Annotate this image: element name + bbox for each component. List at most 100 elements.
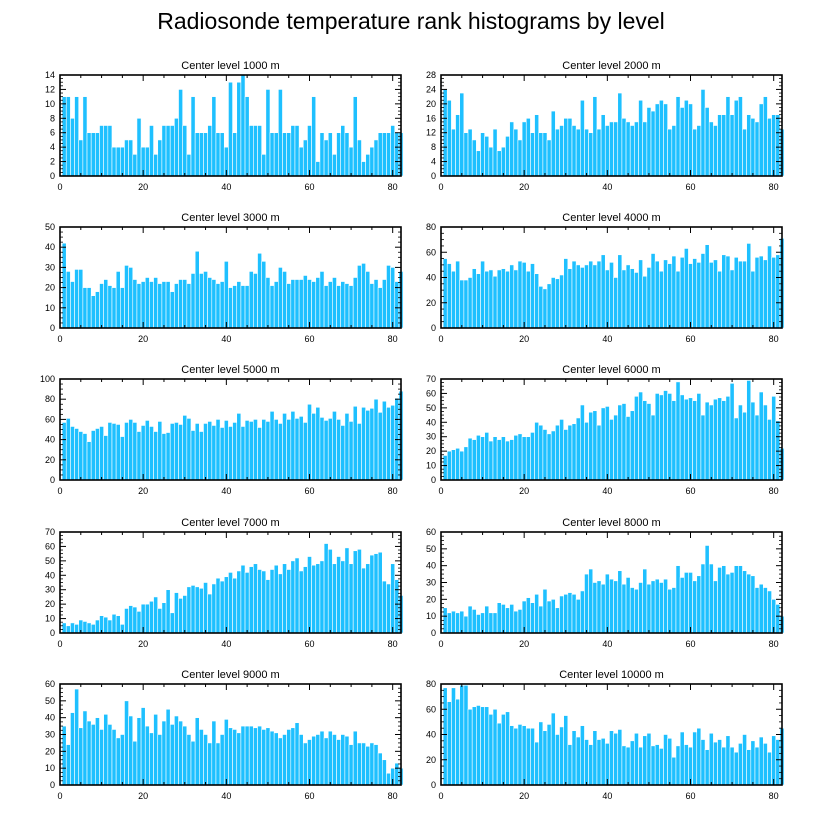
panel-9-bar-13 [492, 708, 498, 786]
panel-4-bar-24 [157, 421, 163, 481]
panel-2-bar-7 [86, 287, 92, 329]
panel-7-bar-10 [480, 612, 485, 634]
panel-5-bar-24 [538, 424, 544, 481]
panel-3-bar-39 [600, 254, 606, 329]
panel-2-bar-47 [253, 273, 258, 329]
panel-7-bar-27 [550, 599, 556, 634]
panel-1-bar-48 [638, 99, 643, 177]
panel-1-bar-76 [754, 121, 760, 177]
panel-1-bar-33 [575, 128, 581, 177]
panel-2-ytick-label: 30 [45, 262, 55, 272]
panel-2-ytick-label: 40 [45, 242, 55, 252]
panel-9-bar-65 [708, 732, 714, 786]
panel-1-bar-23 [534, 114, 540, 177]
panel-9-xtick-label: 20 [519, 791, 529, 801]
panel-3-bar-30 [563, 258, 569, 329]
panel-2-bar-71 [352, 277, 358, 329]
panel-8-bar-50 [265, 727, 271, 786]
panel-2-bar-57 [294, 279, 300, 329]
panel-3-bar-58 [679, 256, 685, 329]
panel-4-bar-12 [107, 422, 113, 481]
panel-5-bar-62 [696, 393, 702, 481]
panel-7-bar-55 [667, 588, 673, 634]
panel-1-title: Center level 2000 m [562, 60, 660, 72]
panel-0-bar-9 [95, 132, 100, 177]
panel-1-bar-30 [563, 117, 569, 177]
panel-0-bar-72 [357, 139, 362, 177]
panel-0-ytick-label: 12 [45, 84, 55, 94]
panel-3-bar-46 [629, 268, 635, 329]
panel-2-bar-34 [199, 273, 204, 329]
panel-3-bar-42 [613, 277, 619, 329]
panel-4-bar-1 [61, 422, 67, 481]
panel-5-bar-51 [650, 414, 656, 481]
panel-1-ytick-label: 12 [426, 128, 436, 138]
panel-8-bar-52 [273, 732, 279, 786]
panel-4-bar-75 [369, 407, 375, 481]
panel-0-bar-34 [199, 132, 204, 177]
panel-8-bar-61 [311, 735, 317, 786]
panel-9-bar-36 [588, 744, 594, 786]
panel-5-bar-44 [621, 403, 627, 481]
panel-5-bar-57 [675, 381, 681, 481]
panel-4-bar-27 [169, 423, 175, 481]
panel-6-xtick-label: 80 [388, 639, 398, 649]
panel-1-ytick-label: 24 [426, 84, 436, 94]
panel-8-bar-37 [211, 720, 217, 786]
panel-4-bar-29 [178, 424, 183, 481]
panel-7-ytick-label: 0 [431, 628, 436, 638]
panel-3-bar-29 [559, 274, 564, 329]
panel-1-bar-69 [725, 96, 731, 177]
panel-4-xtick-label: 40 [221, 486, 231, 496]
panel-3-ytick-label: 60 [426, 247, 436, 257]
panel-0-ytick-label: 2 [50, 157, 55, 167]
panel-3-bar-13 [492, 275, 498, 329]
panel-8-bar-29 [178, 720, 183, 786]
panel-8-bar-40 [223, 719, 229, 786]
panel-4-ytick-label: 20 [45, 455, 55, 465]
panel-8-bar-34 [199, 729, 204, 786]
panel-6-bar-3 [70, 622, 75, 634]
panel-8-xtick-label: 80 [388, 791, 398, 801]
panel-8-bar-25 [161, 720, 167, 786]
panel-3-bar-32 [571, 260, 577, 329]
panel-8-bar-59 [302, 742, 308, 786]
panel-2-bar-67 [336, 285, 342, 329]
panel-6-bar-35 [203, 582, 208, 634]
panel-3-bar-10 [480, 260, 485, 329]
panel-9-bar-4 [455, 698, 461, 786]
panel-0-bar-27 [169, 125, 175, 177]
panel-1-bar-40 [604, 125, 610, 177]
panel-9-bar-71 [733, 751, 739, 786]
panel-0-bar-67 [336, 132, 342, 177]
panel-9-bar-56 [671, 756, 677, 786]
panel-8-bar-10 [99, 729, 104, 786]
panel-0-bar-43 [236, 81, 242, 177]
panel-1-bar-5 [459, 92, 465, 177]
panel-2-bar-42 [232, 285, 238, 329]
panel-4-bar-59 [302, 422, 308, 481]
panel-4-bar-18 [132, 422, 138, 481]
panel-9-bar-48 [638, 746, 643, 786]
panel-6-bar-52 [273, 564, 279, 634]
panel-3-bar-59 [683, 248, 689, 329]
panel-2-bar-59 [302, 275, 308, 329]
panel-2-bar-8 [90, 295, 96, 329]
panel-9-bar-39 [600, 737, 606, 786]
panel-1-xtick-label: 40 [602, 182, 612, 192]
panel-4-bar-26 [165, 432, 171, 481]
panel-4-bar-80 [390, 404, 396, 481]
panel-8-ytick-label: 0 [50, 780, 55, 790]
panel-0-xtick-label: 80 [388, 182, 398, 192]
panel-7-bar-7 [467, 605, 473, 634]
panel-1-bar-25 [542, 132, 548, 177]
panel-7-bar-49 [642, 568, 648, 634]
panel-5-bar-7 [467, 437, 473, 481]
panel-4-bar-65 [327, 418, 333, 481]
panel-1-ytick-label: 0 [431, 171, 436, 181]
panel-8-bar-21 [144, 725, 150, 786]
panel-1-bar-79 [767, 117, 772, 177]
panel-0-bar-41 [228, 81, 233, 177]
panel-9-bar-76 [754, 746, 760, 786]
